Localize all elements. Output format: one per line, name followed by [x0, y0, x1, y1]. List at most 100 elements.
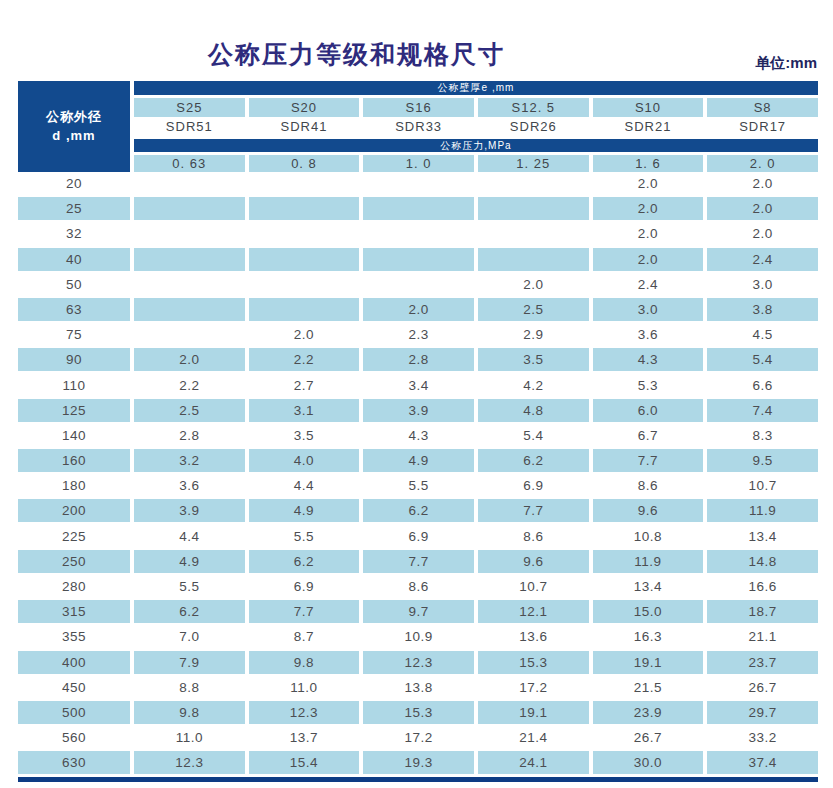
wall-thickness-cell: 2.4 [707, 248, 818, 271]
table-row: 50 2.0 2.4 3.0 [18, 273, 818, 296]
wall-thickness-cell: 11.9 [707, 499, 818, 522]
wall-thickness-cell: 3.2 [134, 449, 245, 472]
wall-thickness-cell: 5.3 [593, 374, 704, 397]
wall-thickness-cell: 9.7 [363, 600, 474, 623]
series-header-cell: S16 [363, 98, 474, 117]
sdr-header-cell: SDR51 [134, 117, 245, 137]
wall-thickness-cell: 17.2 [478, 676, 589, 699]
unit-label: 单位:mm [755, 54, 817, 73]
wall-thickness-cell: 10.7 [707, 474, 818, 497]
wall-thickness-cell: 4.5 [707, 323, 818, 346]
series-header-cell: S25 [134, 98, 245, 117]
wall-thickness-cell: 2.5 [478, 298, 589, 321]
diameter-cell: 32 [18, 222, 130, 245]
wall-thickness-cell [134, 222, 245, 245]
wall-thickness-cell: 6.9 [478, 474, 589, 497]
table-row: 180 3.6 4.4 5.5 6.9 8.6 10.7 [18, 474, 818, 497]
wall-thickness-cell: 10.7 [478, 575, 589, 598]
diameter-cell: 63 [18, 298, 130, 321]
wall-thickness-cell: 30.0 [593, 751, 704, 774]
wall-thickness-cell: 6.2 [249, 550, 360, 573]
wall-thickness-cell: 15.0 [593, 600, 704, 623]
wall-thickness-cell: 26.7 [707, 676, 818, 699]
wall-thickness-cell: 8.6 [363, 575, 474, 598]
wall-thickness-cell [249, 197, 360, 220]
page-title: 公称压力等级和规格尺寸 [208, 38, 505, 71]
diameter-cell: 630 [18, 751, 130, 774]
pressure-value-cell: 1. 6 [593, 155, 704, 172]
wall-thickness-cell: 2.9 [478, 323, 589, 346]
wall-thickness-cell: 3.0 [593, 298, 704, 321]
diameter-cell: 315 [18, 600, 130, 623]
wall-thickness-cell [134, 172, 245, 195]
wall-thickness-cell [249, 172, 360, 195]
table-row: 560 11.0 13.7 17.2 21.4 26.7 33.2 [18, 726, 818, 749]
wall-thickness-cell: 2.3 [363, 323, 474, 346]
pressure-value-cell: 1. 25 [478, 155, 589, 172]
table-row: 630 12.3 15.4 19.3 24.1 30.0 37.4 [18, 751, 818, 774]
wall-thickness-cell: 2.0 [707, 197, 818, 220]
pressure-value-cell: 1. 0 [363, 155, 474, 172]
table-bottom-bar [18, 777, 818, 782]
series-header-row: S25 S20 S16 S12. 5 S10 S8 [134, 98, 818, 117]
wall-thickness-cell: 4.9 [134, 550, 245, 573]
wall-thickness-cell: 4.9 [249, 499, 360, 522]
wall-thickness-cell: 21.5 [593, 676, 704, 699]
wall-thickness-cell: 2.4 [593, 273, 704, 296]
wall-thickness-cell [249, 222, 360, 245]
wall-thickness-cell: 2.0 [593, 172, 704, 195]
wall-thickness-cell: 2.0 [707, 172, 818, 195]
outer-diameter-header-line1: 公称外径 [46, 108, 102, 127]
wall-thickness-band: 公称壁厚e ,mm [134, 81, 818, 95]
series-header-cell: S12. 5 [478, 98, 589, 117]
wall-thickness-cell [249, 248, 360, 271]
table-row: 200 3.9 4.9 6.2 7.7 9.6 11.9 [18, 499, 818, 522]
wall-thickness-cell [363, 273, 474, 296]
wall-thickness-cell: 17.2 [363, 726, 474, 749]
table-row: 20 2.0 2.0 [18, 172, 818, 195]
wall-thickness-cell: 2.8 [134, 424, 245, 447]
diameter-cell: 90 [18, 348, 130, 371]
wall-thickness-cell [478, 172, 589, 195]
table-row: 32 2.0 2.0 [18, 222, 818, 245]
pressure-value-cell: 0. 8 [249, 155, 360, 172]
table-row: 225 4.4 5.5 6.9 8.6 10.8 13.4 [18, 525, 818, 548]
wall-thickness-cell: 16.3 [593, 625, 704, 648]
table-row: 25 2.0 2.0 [18, 197, 818, 220]
wall-thickness-cell [134, 197, 245, 220]
wall-thickness-cell: 6.0 [593, 399, 704, 422]
table-row: 110 2.2 2.7 3.4 4.2 5.3 6.6 [18, 374, 818, 397]
wall-thickness-cell: 8.8 [134, 676, 245, 699]
wall-thickness-cell: 15.3 [478, 651, 589, 674]
wall-thickness-cell: 4.8 [478, 399, 589, 422]
wall-thickness-cell [363, 172, 474, 195]
wall-thickness-cell: 2.0 [593, 248, 704, 271]
wall-thickness-cell: 6.7 [593, 424, 704, 447]
table-row: 280 5.5 6.9 8.6 10.7 13.4 16.6 [18, 575, 818, 598]
diameter-cell: 560 [18, 726, 130, 749]
wall-thickness-cell: 9.8 [249, 651, 360, 674]
wall-thickness-cell: 5.4 [478, 424, 589, 447]
wall-thickness-cell: 2.0 [134, 348, 245, 371]
wall-thickness-cell: 4.4 [134, 525, 245, 548]
wall-thickness-cell: 2.0 [249, 323, 360, 346]
wall-thickness-cell: 9.5 [707, 449, 818, 472]
table-row: 75 2.0 2.3 2.9 3.6 4.5 [18, 323, 818, 346]
wall-thickness-cell: 12.3 [249, 701, 360, 724]
wall-thickness-cell: 3.9 [134, 499, 245, 522]
wall-thickness-cell: 4.9 [363, 449, 474, 472]
wall-thickness-cell: 9.6 [478, 550, 589, 573]
wall-thickness-cell: 13.4 [593, 575, 704, 598]
wall-thickness-cell: 2.8 [363, 348, 474, 371]
sdr-header-row: SDR51 SDR41 SDR33 SDR26 SDR21 SDR17 [134, 117, 818, 137]
series-header-cell: S20 [249, 98, 360, 117]
wall-thickness-cell: 19.3 [363, 751, 474, 774]
table-body: 20 2.0 2.0 25 2.0 2.0 32 2.0 2.0 40 2.0 … [18, 172, 818, 774]
diameter-cell: 200 [18, 499, 130, 522]
wall-thickness-cell: 7.4 [707, 399, 818, 422]
wall-thickness-cell: 5.5 [134, 575, 245, 598]
diameter-cell: 280 [18, 575, 130, 598]
wall-thickness-cell: 13.7 [249, 726, 360, 749]
diameter-cell: 20 [18, 172, 130, 195]
wall-thickness-cell: 3.6 [134, 474, 245, 497]
